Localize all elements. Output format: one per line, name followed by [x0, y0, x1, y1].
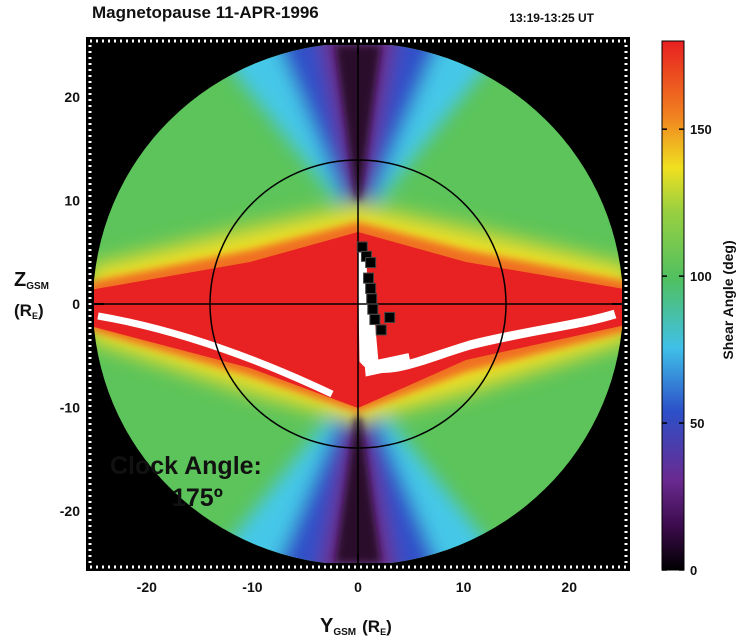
colorbar-tick-label: 0: [690, 563, 697, 578]
chart-title: Magnetopause 11-APR-1996: [92, 3, 319, 22]
x-tick-label: -20: [137, 579, 157, 595]
x-label-unit: (R: [362, 617, 380, 636]
y-tick-label: 0: [72, 296, 80, 312]
colorbar: [661, 40, 685, 571]
colorbar-tick-label: 100: [690, 269, 712, 284]
data-point: [365, 257, 377, 269]
x-tick-label: -10: [242, 579, 262, 595]
y-tick-label: 20: [64, 89, 80, 105]
x-label-unit-subscript: E: [380, 627, 386, 637]
x-label-symbol: Y: [320, 615, 334, 637]
y-tick-label: -20: [60, 503, 80, 519]
field: [94, 45, 622, 563]
colorbar-tick-label: 150: [690, 122, 712, 137]
x-label-unit-close: ): [386, 617, 392, 636]
data-point: [375, 324, 387, 336]
y-label-unit-close: ): [38, 301, 44, 320]
y-tick-label: 10: [64, 192, 80, 208]
x-tick-label: 0: [354, 579, 362, 595]
time-range: 13:19-13:25 UT: [509, 11, 594, 25]
y-axis-label: ZGSM: [14, 269, 49, 292]
y-label-unit: (R: [14, 301, 32, 320]
y-label-subscript: GSM: [26, 281, 49, 292]
data-point: [363, 272, 375, 284]
data-point: [365, 282, 377, 294]
x-axis-label: YGSM (RE): [320, 615, 392, 638]
y-axis-unit: (RE): [14, 301, 44, 321]
frame-dashes: [88, 39, 628, 569]
annotation: Clock Angle:: [110, 452, 262, 480]
colorbar-label: Shear Angle (deg): [720, 240, 736, 359]
data-point: [384, 311, 396, 323]
data-point: [366, 293, 378, 305]
x-label-subscript: GSM: [333, 627, 356, 638]
x-tick-label: 20: [561, 579, 577, 595]
annotation-value: 175º: [172, 484, 223, 512]
y-tick-label: -10: [60, 400, 80, 416]
x-tick-label: 10: [456, 579, 472, 595]
y-label-unit-subscript: E: [32, 311, 38, 321]
colorbar-tick-label: 50: [690, 416, 704, 431]
data-point: [367, 303, 379, 315]
y-label-symbol: Z: [14, 269, 26, 291]
data-point: [356, 241, 368, 253]
data-point: [369, 314, 381, 326]
